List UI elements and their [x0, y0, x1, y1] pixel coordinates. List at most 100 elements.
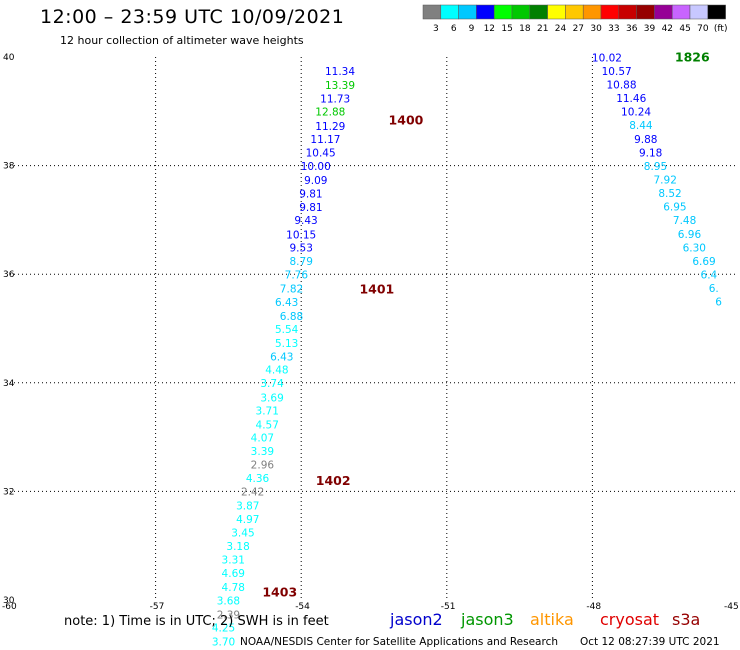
wave-height-value: 5.54 [275, 324, 299, 336]
wave-height-value: 9.53 [290, 242, 313, 254]
lat-tick-label: 34 [3, 379, 15, 389]
wave-height-value: 4.97 [236, 514, 259, 526]
legend-label: 15 [501, 24, 512, 34]
wave-height-value: 10.88 [606, 79, 636, 91]
legend-swatch [689, 4, 709, 20]
wave-height-value: 2.96 [251, 460, 275, 472]
legend-swatch [565, 4, 584, 20]
wave-height-value: 7.92 [654, 175, 677, 187]
lat-tick-label: 40 [3, 53, 15, 63]
wave-height-value: 7.76 [285, 270, 309, 282]
time-labels: 1400 1401 1402 1403 1826 [262, 49, 710, 599]
wave-height-value: 11.29 [315, 121, 345, 133]
wave-height-value: 11.46 [616, 93, 646, 105]
wave-height-value: 3.18 [226, 541, 249, 553]
wave-height-value: 13.39 [325, 80, 355, 92]
lat-tick-label: 38 [3, 162, 15, 172]
wave-height-value: 10.15 [286, 229, 316, 241]
legend-label: 33 [608, 24, 619, 34]
legend-label: 18 [519, 24, 531, 34]
wave-height-value: 9.81 [299, 189, 322, 201]
legend-swatch [618, 4, 637, 20]
color-legend: 3 6 9 12 15 18 21 24 27 30 33 36 39 42 45 70 (ft) [422, 4, 728, 34]
wave-height-value: 6.95 [663, 202, 686, 214]
legend-swatch [547, 4, 566, 20]
satellite-name: s3a [672, 610, 700, 629]
footer: note: 1) Time is in UTC; 2) SWH is in fe… [64, 610, 720, 648]
wave-height-value: 6.4 [701, 270, 718, 282]
wave-height-value: 2.39 [217, 609, 240, 621]
legend-swatch [422, 4, 442, 20]
time-label: 1402 [316, 473, 351, 488]
wave-height-value: 3.74 [260, 378, 284, 390]
wave-height-value: 6.96 [678, 229, 702, 241]
wave-height-value: 9.18 [639, 147, 662, 159]
legend-swatch [671, 4, 691, 20]
legend-swatch [511, 4, 531, 20]
wave-height-value: 11.17 [310, 134, 340, 146]
lon-tick-label: -45 [724, 602, 739, 612]
wave-height-value: 6.43 [270, 352, 293, 364]
satellite-name: jason2 [389, 610, 443, 629]
wave-height-value: 12.88 [315, 107, 345, 119]
lat-tick-label: 30 [3, 596, 15, 606]
legend-label: 27 [573, 24, 584, 34]
wave-height-value: 3.69 [260, 392, 283, 404]
wave-height-value: 8.44 [629, 120, 653, 132]
wave-height-value: 6.69 [692, 256, 715, 268]
wave-height-value: 6.30 [683, 242, 706, 254]
wave-height-value: 3.71 [256, 405, 279, 417]
legend-label: 36 [626, 24, 638, 34]
wave-height-value: 10.24 [621, 107, 651, 119]
footer-note: note: 1) Time is in UTC; 2) SWH is in fe… [64, 614, 329, 629]
footer-timestamp: Oct 12 08:27:39 UTC 2021 [580, 636, 720, 648]
wave-height-value: 3.39 [251, 446, 274, 458]
wave-height-value: 7.48 [673, 215, 696, 227]
wave-height-value: 4.57 [256, 419, 279, 431]
wave-height-value: 2.42 [241, 487, 264, 499]
lon-tick-label: -51 [441, 602, 456, 612]
wave-height-value: 10.57 [602, 66, 632, 78]
satellite-name: jason3 [460, 610, 514, 629]
legend-swatch [636, 4, 655, 20]
legend-swatch [707, 4, 726, 20]
wave-height-value: 6.43 [275, 297, 298, 309]
legend-label: (ft) [714, 24, 728, 34]
wave-height-value: 4.48 [265, 365, 288, 377]
lon-tick-label: -54 [295, 602, 310, 612]
time-label: 1400 [389, 112, 424, 127]
wave-height-value: 11.34 [325, 66, 355, 78]
wave-height-value: 4.36 [246, 473, 270, 485]
lon-tick-label: -60 [2, 602, 17, 612]
wave-height-value: 3.87 [236, 500, 259, 512]
wave-height-value: 10.45 [306, 147, 336, 159]
legend-swatch [600, 4, 620, 20]
legend-label: 39 [644, 24, 656, 34]
time-label: 1401 [359, 282, 394, 297]
map-subtitle: 12 hour collection of altimeter wave hei… [60, 34, 304, 47]
wave-height-value: 9.09 [304, 175, 327, 187]
wave-height-value: 3.31 [222, 555, 245, 567]
wave-height-value: 3.68 [217, 595, 240, 607]
wave-height-value: 9.88 [634, 134, 657, 146]
wave-height-value: 4.07 [251, 432, 274, 444]
wave-height-value: 8.79 [290, 256, 313, 268]
axis-ticks: 30 32 34 36 38 40 -60 -57 -54 -51 -48 -45 [2, 53, 739, 612]
legend-swatch [476, 4, 495, 20]
wave-height-value: 3.70 [212, 637, 235, 649]
legend-swatch [654, 4, 673, 20]
wave-height-value: 6 [715, 297, 722, 309]
wave-height-value: 3.45 [231, 527, 254, 539]
legend-label: 9 [469, 24, 475, 34]
legend-label: 24 [555, 24, 567, 34]
legend-swatch [493, 4, 513, 20]
wave-height-value: 6.88 [280, 311, 303, 323]
legend-swatch [582, 4, 602, 20]
satellite-name: altika [530, 610, 574, 629]
wave-height-value: 4.25 [212, 622, 235, 634]
legend-label: 12 [484, 24, 495, 34]
wave-height-value: 6. [709, 283, 719, 295]
legend-label: 42 [662, 24, 673, 34]
legend-label: 21 [537, 24, 548, 34]
